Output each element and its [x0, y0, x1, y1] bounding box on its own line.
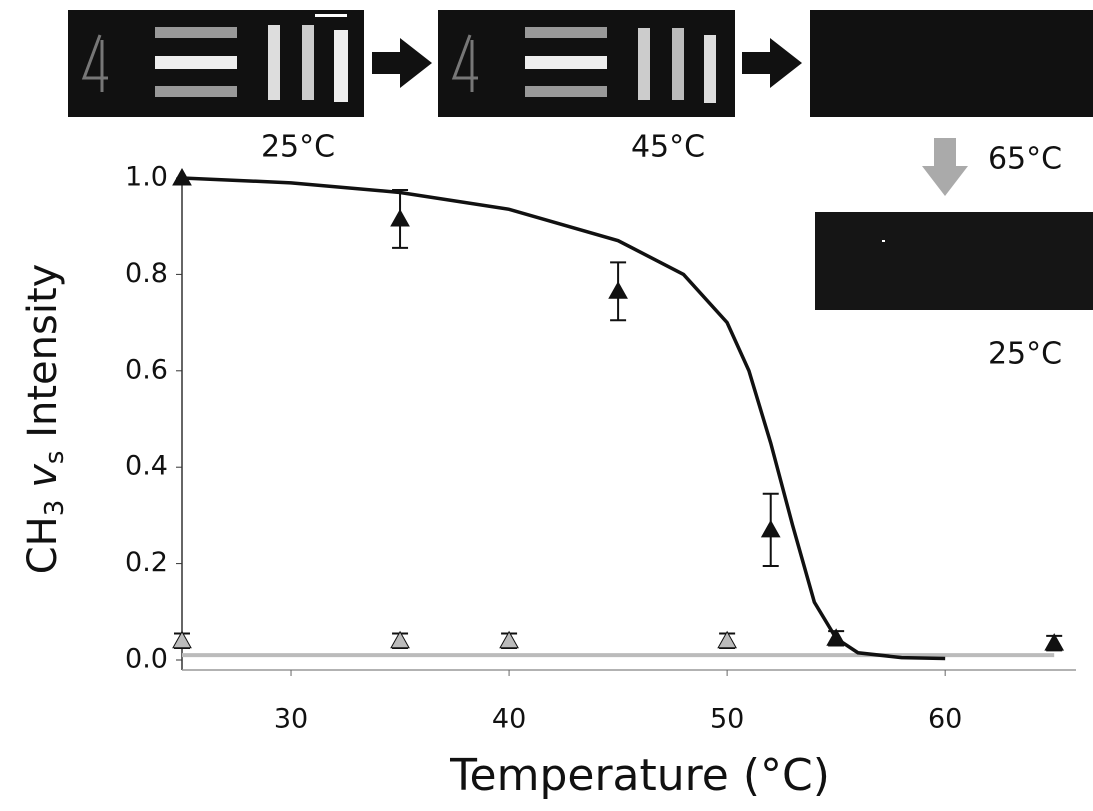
image-label: 25°C [988, 337, 1062, 372]
y-tick-label: 0.2 [125, 547, 168, 578]
image-65c [810, 10, 1093, 117]
image-bar [155, 86, 237, 97]
y-title-sub: s [40, 451, 70, 465]
y-title-part: CH [20, 516, 66, 574]
x-tick-label: 40 [492, 704, 526, 735]
x-axis-title: Temperature (°C) [449, 750, 830, 801]
y-tick-label: 0.0 [125, 644, 168, 675]
y-title-part: Intensity [20, 264, 66, 451]
image-label: 25°C [261, 130, 335, 165]
image-bar [525, 27, 607, 38]
image-label: 45°C [631, 130, 705, 165]
image-bar [525, 56, 607, 69]
x-tick-label: 50 [710, 704, 744, 735]
scale-bar [315, 14, 347, 17]
arrow [742, 38, 802, 88]
image-bar [672, 28, 684, 100]
image-bar [155, 27, 237, 38]
marker [391, 210, 409, 226]
marker [609, 282, 627, 298]
arrow [922, 138, 968, 196]
image-bar [155, 56, 237, 69]
image-bar [704, 35, 716, 103]
inset-images [68, 10, 1093, 310]
y-title-part: v [20, 463, 66, 488]
image-bar [268, 25, 280, 100]
x-tick-label: 60 [928, 704, 962, 735]
image-bar [638, 28, 650, 100]
image-label: 65°C [988, 142, 1062, 177]
arrow [372, 38, 432, 88]
y-title-sub: 3 [40, 500, 70, 517]
y-tick-label: 0.6 [125, 354, 168, 385]
y-tick-label: 0.4 [125, 451, 168, 482]
image-speck [882, 240, 885, 242]
image-25c-after [815, 212, 1093, 310]
marker [762, 521, 780, 537]
y-tick-label: 0.8 [125, 258, 168, 289]
y-tick-label: 1.0 [125, 162, 168, 193]
y-axis-title: CH3 vs Intensity [20, 264, 70, 575]
x-tick-label: 30 [274, 704, 308, 735]
image-bar [334, 30, 348, 102]
image-bar [525, 86, 607, 97]
image-bar [302, 25, 314, 100]
figure: 25°C 45°C 65°C 25°C Temperature (°C) CH3… [0, 0, 1093, 811]
